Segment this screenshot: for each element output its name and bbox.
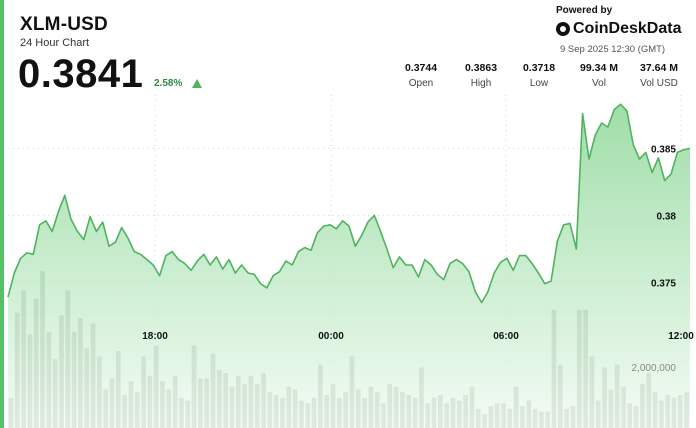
brand-logo[interactable]: CoinDeskData [556, 20, 681, 38]
x-tick-label: 00:00 [318, 331, 344, 342]
price-line [7, 103, 691, 304]
price-change: 2.58% [154, 78, 183, 89]
x-tick-label: 18:00 [142, 331, 168, 342]
price-area-fill [8, 104, 690, 428]
stat-label: Vol USD [640, 78, 678, 89]
axis-labels: 0.375 0.38 0.385 18:00 00:00 06:00 12:00 2,000,… [142, 144, 694, 374]
asset-title: XLM-USD [20, 14, 108, 35]
stat-value: 37.64 M [640, 62, 678, 74]
stat-label: Open [408, 78, 434, 89]
x-tick-label: 06:00 [493, 331, 519, 342]
volume-tick-label: 2,000,000 [632, 363, 677, 374]
x-tick-label: 12:00 [668, 331, 694, 342]
stat-value: 0.3744 [404, 62, 438, 74]
y-tick-label: 0.385 [651, 144, 676, 155]
brand-name: CoinDeskData [573, 20, 682, 37]
stat-vol: 99.34 M Vol [564, 62, 634, 89]
accent-bar [0, 0, 4, 428]
powered-by-label: Powered by [556, 5, 613, 16]
up-triangle-icon [192, 79, 202, 88]
stat-value: 0.3718 [522, 62, 556, 74]
price-area [7, 103, 691, 428]
chart-timestamp: 9 Sep 2025 12:30 (GMT) [560, 44, 666, 55]
stat-label: Vol [592, 78, 606, 89]
chart-subtitle: 24 Hour Chart [20, 37, 90, 49]
coindesk-logo-icon [556, 22, 570, 36]
stat-high: 0.3863 High [446, 62, 516, 89]
stat-low: 0.3718 Low [504, 62, 574, 89]
y-tick-label: 0.375 [651, 278, 676, 289]
stat-vol-usd: 37.64 M Vol USD [624, 62, 694, 89]
current-price: 0.3841 [18, 52, 144, 96]
stat-value: 0.3863 [464, 62, 498, 74]
stat-value: 99.34 M [580, 62, 618, 74]
stat-open: 0.3744 Open [386, 62, 456, 89]
y-tick-label: 0.38 [657, 211, 677, 222]
stat-label: High [470, 78, 492, 89]
stat-label: Low [529, 78, 549, 89]
